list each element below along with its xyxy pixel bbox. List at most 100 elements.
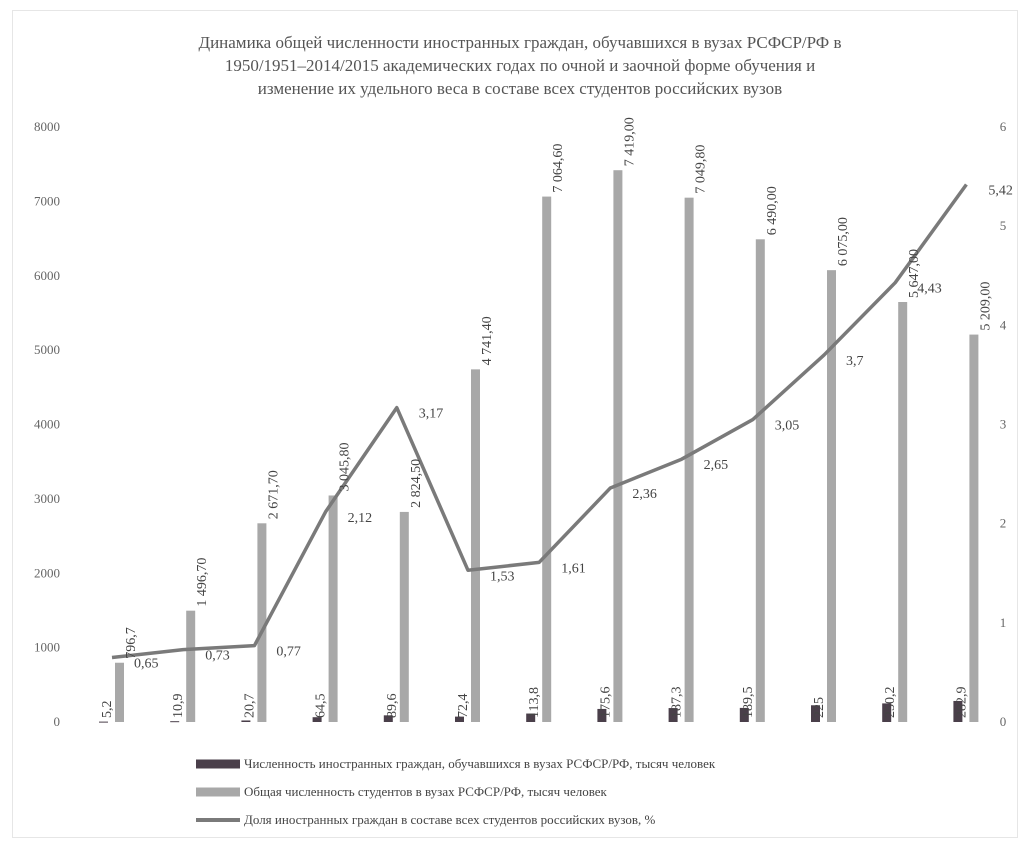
bar-total-students	[542, 196, 552, 722]
data-label-foreign: 89,6	[385, 694, 400, 719]
legend-item: Доля иностранных граждан в составе всех …	[196, 812, 656, 827]
data-label-share: 3,17	[419, 407, 444, 422]
legend-swatch	[196, 818, 240, 822]
data-label-total: 796,7	[124, 627, 139, 659]
right-tick-label: 0	[1000, 714, 1007, 729]
data-label-share: 2,65	[704, 458, 729, 473]
share-line	[111, 183, 968, 660]
legend-item: Общая численность студентов в вузах РСФС…	[196, 784, 608, 799]
legend-swatch	[196, 787, 240, 797]
bar-total-students	[684, 197, 694, 722]
left-tick-label: 8000	[34, 119, 60, 134]
bar-foreign-students	[170, 721, 180, 723]
bar-total-students	[755, 239, 765, 722]
data-label-total: 3 045,80	[338, 442, 353, 491]
bar-total-students	[613, 170, 623, 723]
bar-foreign-students	[241, 720, 251, 722]
right-tick-label: 6	[1000, 119, 1007, 134]
data-label-share: 5,42	[988, 184, 1013, 199]
left-tick-label: 2000	[34, 565, 60, 580]
data-label-share: 3,7	[846, 354, 864, 369]
left-tick-label: 3000	[34, 491, 60, 506]
data-label-share: 0,77	[276, 645, 301, 660]
data-label-total: 6 075,00	[836, 217, 851, 266]
data-label-share: 4,43	[917, 282, 942, 297]
data-label-total: 6 490,00	[765, 186, 780, 235]
chart-title-line-1: Динамика общей численности иностранных г…	[198, 33, 841, 52]
data-label-share: 0,65	[134, 657, 159, 672]
data-label-total: 7 064,60	[551, 144, 566, 193]
right-tick-label: 5	[1000, 218, 1007, 233]
share-line-path	[111, 183, 968, 660]
legend-swatch	[196, 759, 240, 769]
data-label-total: 4 741,40	[480, 316, 495, 365]
bar-total-students	[471, 369, 480, 722]
bar-foreign-students	[953, 700, 963, 722]
data-label-foreign: 72,4	[456, 694, 471, 719]
data-label-foreign: 225	[812, 697, 827, 718]
data-label-share: 2,36	[632, 487, 657, 502]
left-tick-label: 5000	[34, 342, 60, 357]
data-label-foreign: 64,5	[314, 694, 329, 719]
bar-total-students	[257, 523, 267, 722]
bar-total-students	[969, 334, 979, 722]
data-label-total: 7 049,80	[694, 145, 709, 194]
left-tick-label: 0	[54, 714, 61, 729]
left-tick-label: 4000	[34, 417, 60, 432]
data-label-total: 7 419,00	[622, 117, 637, 166]
bar-total-students	[186, 610, 196, 722]
data-label-foreign: 10,9	[171, 694, 186, 719]
bars	[99, 170, 979, 723]
bar-total-students	[898, 302, 908, 722]
right-tick-label: 1	[1000, 615, 1007, 630]
data-label-total: 5 647,00	[907, 249, 922, 298]
bar-foreign-students	[383, 715, 393, 722]
left-axis: 0 1000 2000 3000 4000 5000 6000 7000 8000	[34, 119, 60, 729]
data-label-share: 2,12	[348, 511, 373, 526]
legend-label: Численность иностранных граждан, обучавш…	[244, 756, 716, 771]
right-tick-label: 4	[1000, 317, 1007, 332]
data-label-total: 1 496,70	[195, 558, 210, 607]
chart-title-line-2: 1950/1951–2014/2015 академических годах …	[225, 56, 815, 75]
data-label-foreign: 282,9	[954, 687, 969, 719]
bar-foreign-students	[811, 705, 820, 722]
data-labels: 5,2 796,7 10,9 1 496,70 20,7 2 671,70 64,5 3 04…	[100, 117, 1013, 718]
data-label-foreign: 5,2	[100, 701, 115, 719]
data-label-foreign: 250,2	[883, 687, 898, 719]
bar-foreign-students	[597, 708, 607, 722]
data-label-foreign: 175,6	[598, 687, 613, 719]
chart-title: Динамика общей численности иностранных г…	[198, 33, 841, 98]
data-label-share: 1,61	[561, 561, 586, 576]
bar-foreign-students	[312, 717, 322, 722]
left-tick-label: 7000	[34, 193, 60, 208]
left-tick-label: 6000	[34, 268, 60, 283]
right-tick-label: 2	[1000, 516, 1007, 531]
chart-title-line-3: изменение их удельного веса в составе вс…	[258, 79, 782, 98]
bar-foreign-students	[668, 708, 678, 722]
bar-foreign-students	[882, 703, 892, 722]
legend-label: Общая численность студентов в вузах РСФС…	[244, 784, 608, 799]
bar-total-students	[328, 495, 338, 722]
data-label-foreign: 189,5	[741, 687, 756, 719]
bar-total-students	[115, 662, 124, 722]
data-label-foreign: 20,7	[242, 694, 257, 719]
bar-foreign-students	[526, 713, 536, 722]
right-tick-label: 3	[1000, 417, 1007, 432]
bar-foreign-students	[455, 716, 464, 722]
data-label-foreign: 113,8	[527, 687, 542, 718]
data-label-total: 2 824,50	[409, 459, 424, 508]
bar-foreign-students	[739, 707, 749, 722]
legend-label: Доля иностранных граждан в составе всех …	[244, 812, 656, 827]
data-label-share: 3,05	[775, 419, 800, 434]
data-label-share: 1,53	[490, 569, 515, 584]
legend-item: Численность иностранных граждан, обучавш…	[196, 756, 716, 771]
data-label-total: 5 209,00	[978, 282, 993, 331]
bar-foreign-students	[99, 721, 108, 723]
data-label-total: 2 671,70	[266, 470, 281, 519]
bar-total-students	[827, 270, 836, 722]
legend: Численность иностранных граждан, обучавш…	[196, 756, 716, 827]
bar-total-students	[399, 511, 409, 722]
left-tick-label: 1000	[34, 640, 60, 655]
data-label-share: 0,73	[205, 649, 230, 664]
